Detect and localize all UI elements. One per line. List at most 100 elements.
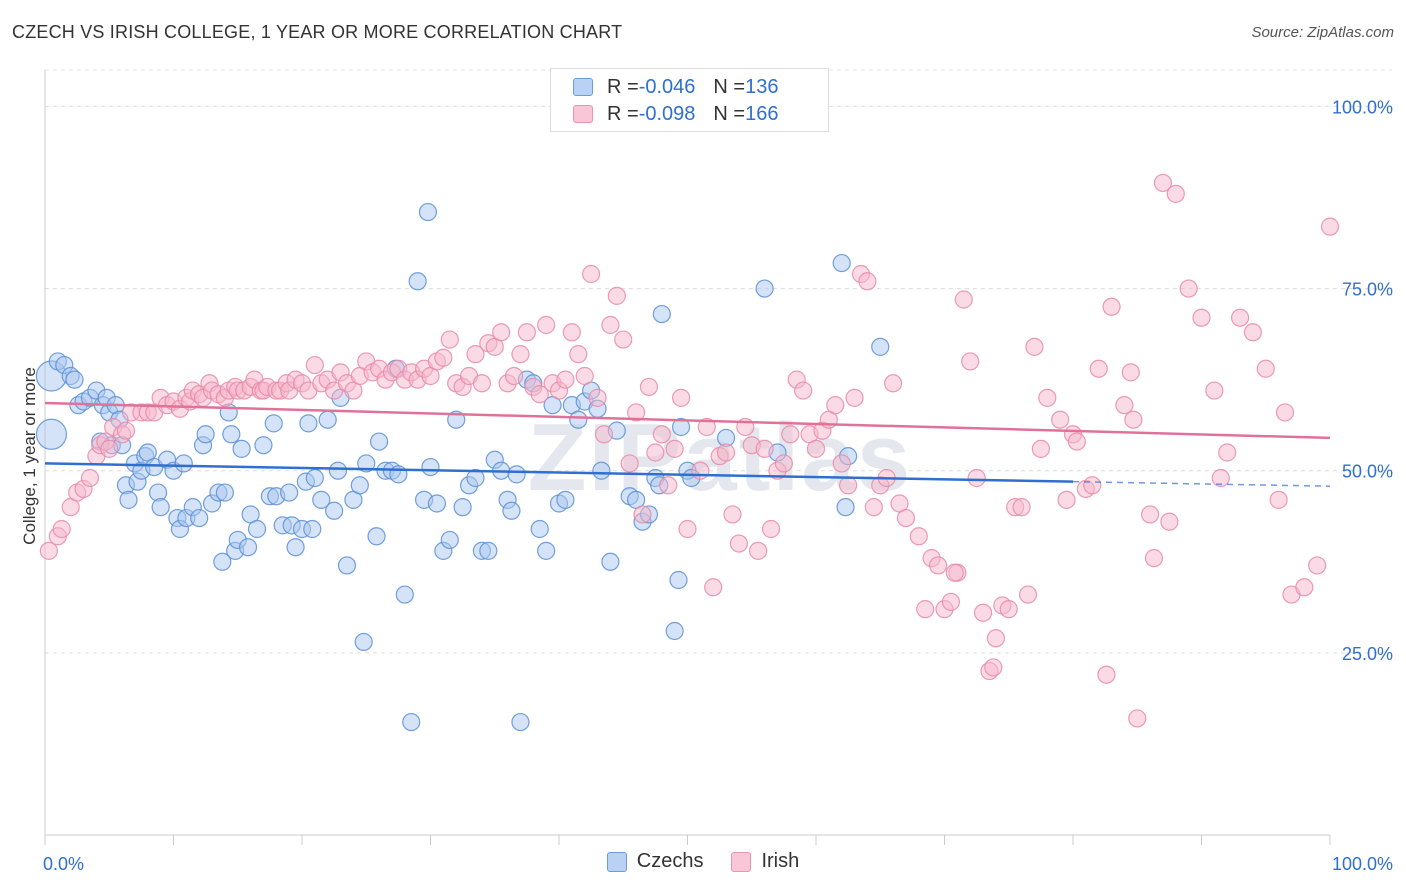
irish-point-91 <box>588 388 607 407</box>
irish-point-13 <box>116 421 136 440</box>
y-tick-label-3: 100.0% <box>1332 97 1393 117</box>
irish-point-186 <box>945 563 964 582</box>
czechs-point-121 <box>652 304 671 324</box>
chart-title: CZECH VS IRISH COLLEGE, 1 YEAR OR MORE C… <box>12 22 623 42</box>
legend-czechs-label: Czechs <box>636 850 704 872</box>
irish-point-73 <box>472 374 491 393</box>
irish-point-177 <box>1308 556 1327 575</box>
czechs-point-40 <box>213 552 232 571</box>
irish-point-156 <box>1038 388 1057 407</box>
irish-r-value: -0.098 <box>638 102 696 125</box>
czechs-point-122 <box>665 621 684 641</box>
irish-point-147 <box>967 468 986 488</box>
irish-point-148 <box>973 603 993 622</box>
irish-point-157 <box>1051 410 1070 429</box>
irish-point-168 <box>1192 308 1211 327</box>
irish-point-124 <box>806 439 826 458</box>
czechs-point-83 <box>418 202 438 222</box>
irish-point-141 <box>928 556 948 575</box>
irish-points <box>39 173 1340 728</box>
czechs-point-32 <box>174 454 193 473</box>
irish-point-103 <box>665 439 684 458</box>
legend-item-czechs[interactable]: Czechs <box>606 850 704 873</box>
czechs-trend-extension <box>1072 480 1331 487</box>
czechs-r-value: -0.046 <box>638 75 696 98</box>
y-tick-label-0: 25.0% <box>1342 644 1393 664</box>
irish-point-172 <box>1243 323 1263 342</box>
czechs-point-113 <box>601 552 620 571</box>
legend-czechs-swatch <box>606 851 627 872</box>
x-tick-label-0: 0.0% <box>43 854 84 874</box>
czechs-point-81 <box>408 272 427 291</box>
irish-point-169 <box>1205 381 1224 400</box>
x-tick-label-1: 100.0% <box>1332 854 1393 874</box>
czechs-point-37 <box>196 425 215 444</box>
irish-point-107 <box>697 417 716 437</box>
irish-point-185 <box>984 658 1003 677</box>
irish-point-160 <box>1089 359 1108 378</box>
irish-point-133 <box>864 498 883 517</box>
irish-point-112 <box>729 534 749 553</box>
irish-point-164 <box>1140 505 1160 524</box>
y-tick-label-1: 50.0% <box>1342 462 1393 482</box>
czechs-trend-line <box>44 462 1074 483</box>
irish-point-167 <box>1179 279 1198 298</box>
irish-point-90 <box>582 264 601 284</box>
irish-point-150 <box>986 629 1006 648</box>
czechs-swatch <box>573 78 593 96</box>
czechs-point-102 <box>530 519 549 539</box>
irish-point-99 <box>639 377 659 397</box>
irish-point-188 <box>1018 585 1038 604</box>
czechs-point-130 <box>871 337 890 356</box>
irish-point-145 <box>954 290 973 309</box>
irish-point-86 <box>556 370 575 389</box>
czechs-points <box>35 202 890 732</box>
irish-point-97 <box>626 403 646 422</box>
irish-point-139 <box>909 527 928 546</box>
irish-point-10 <box>100 439 119 458</box>
irish-point-161 <box>1102 297 1121 316</box>
czechs-point-73 <box>367 527 386 546</box>
irish-point-0 <box>39 541 58 560</box>
czechs-point-50 <box>254 436 273 455</box>
czechs-point-27 <box>151 498 170 517</box>
czechs-point-99 <box>511 712 530 732</box>
irish-point-96 <box>620 454 639 473</box>
irish-point-130 <box>845 388 864 407</box>
irish-point-146 <box>961 352 980 371</box>
irish-swatch <box>573 105 593 123</box>
legend-item-irish[interactable]: Irish <box>731 850 799 873</box>
czechs-point-41 <box>215 483 234 502</box>
czechs-point-35 <box>190 508 209 528</box>
irish-point-191 <box>1124 410 1143 429</box>
irish-point-76 <box>492 323 511 342</box>
irish-point-78 <box>504 366 524 386</box>
irish-point-155 <box>1025 337 1044 356</box>
irish-point-100 <box>646 443 665 462</box>
czechs-point-61 <box>303 519 322 539</box>
irish-point-105 <box>678 519 697 539</box>
czechs-point-79 <box>395 585 414 604</box>
czechs-point-60 <box>299 414 318 433</box>
stats-legend: R = -0.046 N = 136 R = -0.098 N = 166 <box>550 68 829 132</box>
czechs-point-19 <box>119 490 138 509</box>
czechs-point-91 <box>466 468 485 488</box>
czechs-point-64 <box>318 410 337 429</box>
irish-point-120 <box>781 425 800 444</box>
irish-point-190 <box>1097 665 1116 684</box>
irish-point-80 <box>517 323 536 342</box>
czechs-point-49 <box>247 519 267 539</box>
irish-point-98 <box>633 505 652 524</box>
irish-point-176 <box>1295 578 1314 597</box>
irish-point-87 <box>562 323 581 342</box>
irish-point-181 <box>1160 512 1179 531</box>
czechs-point-80 <box>402 712 421 732</box>
irish-point-67 <box>434 348 453 367</box>
irish-r-label: R = <box>607 102 639 125</box>
irish-point-95 <box>614 330 633 349</box>
czechs-point-87 <box>440 530 459 550</box>
irish-point-132 <box>858 272 877 291</box>
czechs-point-108 <box>569 410 588 429</box>
czechs-point-112 <box>592 461 611 480</box>
